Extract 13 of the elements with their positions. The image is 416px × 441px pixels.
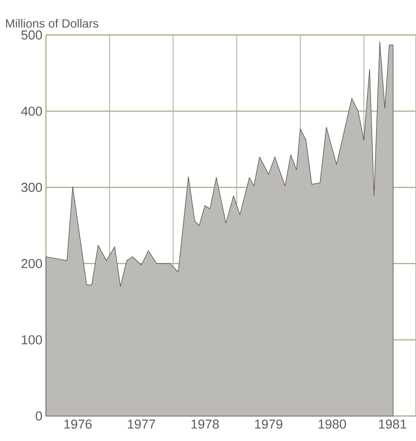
x-tick-label: 1978 xyxy=(192,420,219,429)
x-tick-label: 1976 xyxy=(64,420,92,429)
x-tick-label: 1977 xyxy=(128,420,156,429)
y-tick-label: 400 xyxy=(21,106,42,116)
x-tick-label: 1981 xyxy=(379,420,406,429)
y-tick-label: 500 xyxy=(21,30,42,40)
x-tick-label: 1980 xyxy=(318,420,346,429)
y-tick-label: 100 xyxy=(22,335,42,344)
x-tick-label: 1979 xyxy=(255,420,282,429)
y-axis-title: Millions of Dollars xyxy=(6,18,98,28)
y-tick-label: 200 xyxy=(22,259,42,268)
y-tick-label: 0 xyxy=(36,411,42,421)
y-tick-label: 300 xyxy=(21,182,42,192)
